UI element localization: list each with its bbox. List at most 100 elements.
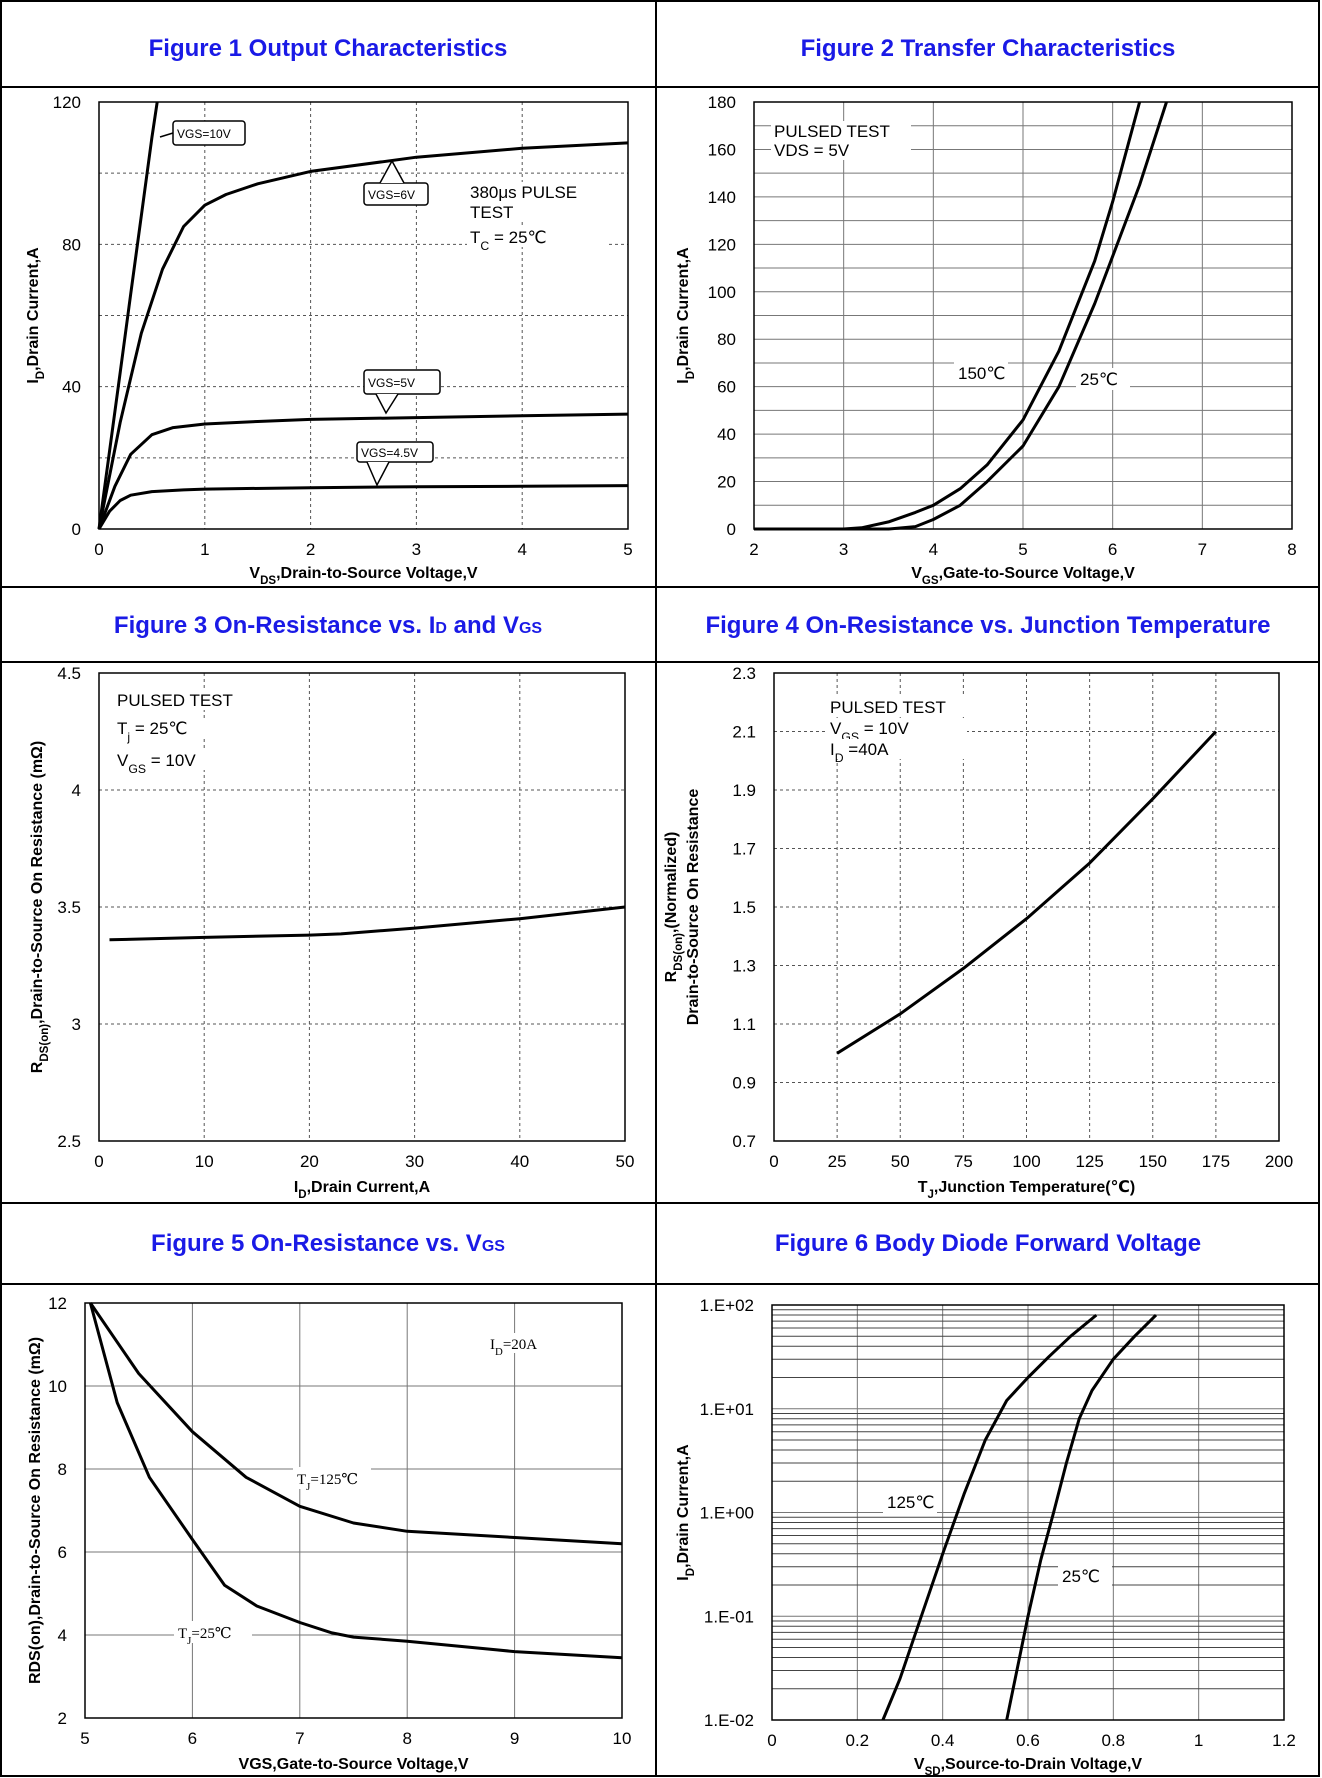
- fig4-xtick-label: 0: [769, 1152, 778, 1171]
- fig2-y-axis-label: ID,Drain Current,A: [675, 247, 697, 384]
- fig4-ytick-label: 0.7: [732, 1132, 756, 1151]
- fig2-series-label-1: 25℃: [1080, 370, 1118, 389]
- fig6-xtick-label: 0.4: [931, 1731, 955, 1750]
- fig4-ytick-label: 1.9: [732, 781, 756, 800]
- fig1-xtick-label: 2: [306, 540, 315, 559]
- figure-3-title-sub-d: D: [435, 620, 447, 637]
- fig3-ytick-label: 3.5: [57, 898, 81, 917]
- fig5-ytick-label: 6: [58, 1543, 67, 1562]
- fig2-ytick-label: 0: [727, 520, 736, 539]
- fig3-ytick-label: 4: [72, 781, 81, 800]
- fig2-chart: 2 3 4 5 6 7 8020406080100120140160180VGS,Gate-…: [675, 93, 1297, 587]
- fig4-ytick-label: 1.5: [732, 898, 756, 917]
- fig3-xtick-label: 30: [405, 1152, 424, 1171]
- fig1-annotation-0: 380μs PULSE: [470, 183, 577, 202]
- fig6-ytick-label: 1.E+00: [700, 1504, 754, 1523]
- fig3-annotation-2: VGS = 10V: [117, 751, 196, 776]
- fig1-ytick-label: 0: [72, 520, 81, 539]
- fig1-y-axis-label: ID,Drain Current,A: [25, 247, 47, 384]
- fig4-annotation-bg: [827, 718, 967, 738]
- figure-2-title: Figure 2 Transfer Characteristics: [656, 35, 1320, 63]
- fig3-annotation-bg: [114, 690, 254, 710]
- fig2-ytick-label: 120: [708, 235, 736, 254]
- fig3-chart: 0 10 20 30 40 50 2.5 3 3.5 4 4.5 ID,Drain Current,A…: [29, 664, 634, 1201]
- fig2-plot-frame: [753, 101, 1293, 530]
- fig6-xtick-label: 1.2: [1272, 1731, 1296, 1750]
- fig4-xtick-label: 75: [954, 1152, 973, 1171]
- fig6-xtick-label: 0.8: [1102, 1731, 1126, 1750]
- figure-4-title: Figure 4 On-Resistance vs. Junction Temp…: [656, 612, 1320, 640]
- fig4-ytick-label: 2.1: [732, 723, 756, 742]
- fig5-xtick-label: 7: [295, 1729, 304, 1748]
- figure-5-title: Figure 5 On-Resistance vs. VGS: [0, 1230, 656, 1258]
- fig6-series-label-bg-1: [1058, 1565, 1112, 1587]
- fig1-series-label-0: VGS=10V: [177, 127, 231, 141]
- fig3-annotation-0: PULSED TEST: [117, 691, 233, 710]
- fig1-annotation-bg: [467, 227, 607, 247]
- fig2-annotation-0: PULSED TEST: [774, 122, 890, 141]
- fig4-annotation-2: ID =40A: [830, 740, 889, 765]
- fig5-xtick-label: 6: [188, 1729, 197, 1748]
- fig1-annotation-bg: [467, 182, 607, 202]
- fig5-annotation-0: ID=20A: [490, 1337, 537, 1358]
- fig4-y-axis-label-line2: Drain-to-Source On Resistance: [685, 789, 702, 1026]
- fig5-series-label-0: TJ=125℃: [297, 1472, 358, 1493]
- fig4-plot-frame: [773, 672, 1280, 1142]
- fig1-callout-pointer-3: [366, 461, 390, 487]
- fig4-ytick-label: 2.3: [732, 664, 756, 683]
- fig5-plot-frame: [84, 1302, 623, 1719]
- fig5-annotation-bg: [487, 1333, 547, 1353]
- fig5-x-axis-label: VGS,Gate-to-Source Voltage,V: [239, 1756, 469, 1773]
- fig1-ytick-label: 120: [53, 93, 81, 112]
- figure-4-title-text: Figure 4 On-Resistance vs. Junction Temp…: [705, 612, 1271, 639]
- fig5-ytick-label: 8: [58, 1460, 67, 1479]
- fig2-ytick-label: 40: [717, 425, 736, 444]
- fig3-x-axis-label: ID,Drain Current,A: [294, 1179, 431, 1201]
- figure-3-title-and: and V: [446, 612, 519, 639]
- fig2-annotation-bg: [771, 121, 911, 141]
- fig2-series-line-1: [754, 101, 1168, 531]
- figure-1-title-text: Figure 1 Output Characteristics: [148, 35, 508, 62]
- fig6-series-line-1: [1005, 1314, 1158, 1721]
- fig5-series-label-bg-0: [293, 1467, 371, 1489]
- fig1-callout-box-3: [356, 441, 434, 463]
- fig4-xtick-label: 150: [1139, 1152, 1167, 1171]
- fig3-annotation-bg: [114, 750, 254, 770]
- fig1-xtick-label: 4: [517, 540, 526, 559]
- fig6-ytick-label: 1.E-01: [704, 1607, 754, 1626]
- fig2-ytick-label: 20: [717, 473, 736, 492]
- fig1-xtick-label: 5: [623, 540, 632, 559]
- fig6-xtick-label: 0: [767, 1731, 776, 1750]
- fig5-chart: 5 6 7 8 9 10 2 4 6 8 10 12 VGS,Gate-to-Source Voltag…: [27, 1294, 631, 1773]
- fig5-series-label-bg-1: [174, 1621, 252, 1643]
- fig6-chart: 0 0.2 0.4 0.6 0.8 1 1.2 1.E-02 1.E-01 1.E+00 1.E+0…: [675, 1296, 1296, 1778]
- fig3-xtick-label: 10: [195, 1152, 214, 1171]
- figure-5-title-sub-gs: GS: [481, 1238, 505, 1255]
- fig6-ytick-label: 1.E+02: [700, 1296, 754, 1315]
- fig3-xtick-label: 40: [510, 1152, 529, 1171]
- fig1-annotation-1: TEST: [470, 203, 513, 222]
- fig2-xtick-label: 5: [1018, 540, 1027, 559]
- fig6-x-axis-label: VSD,Source-to-Drain Voltage,V: [914, 1756, 1143, 1778]
- figure-6-title-text: Figure 6 Body Diode Forward Voltage: [774, 1230, 1202, 1257]
- fig4-xtick-label: 200: [1265, 1152, 1293, 1171]
- figure-3-title-sub-gs: GS: [518, 620, 543, 637]
- fig1-x-axis-label: VDS,Drain-to-Source Voltage,V: [249, 565, 478, 587]
- fig1-xtick-label: 0: [94, 540, 103, 559]
- fig4-ytick-label: 0.9: [732, 1074, 756, 1093]
- fig4-xtick-label: 100: [1012, 1152, 1040, 1171]
- fig1-series-line-2: [97, 412, 629, 530]
- fig5-ytick-label: 12: [48, 1294, 67, 1313]
- fig1-ytick-label: 40: [62, 378, 81, 397]
- fig2-x-axis-label: VGS,Gate-to-Source Voltage,V: [911, 565, 1135, 587]
- fig1-series-line-0: [97, 101, 159, 530]
- fig2-xtick-label: 3: [839, 540, 848, 559]
- fig2-ytick-label: 80: [717, 330, 736, 349]
- fig6-ytick-label: 1.E+01: [700, 1400, 754, 1419]
- fig2-xtick-label: 6: [1108, 540, 1117, 559]
- fig3-annotation-1: Tj = 25℃: [117, 719, 187, 744]
- fig5-y-axis-label: RDS(on),Drain-to-Source On Resistance (m…: [27, 1337, 44, 1684]
